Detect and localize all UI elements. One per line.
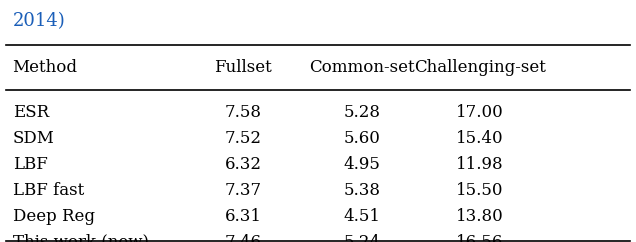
Text: 15.40: 15.40: [456, 130, 504, 147]
Text: 15.50: 15.50: [456, 182, 504, 199]
Text: Fullset: Fullset: [214, 59, 272, 76]
Text: LBF: LBF: [13, 156, 48, 173]
Text: ESR: ESR: [13, 104, 49, 121]
Text: 16.56: 16.56: [457, 234, 504, 242]
Text: 13.80: 13.80: [456, 208, 504, 225]
Text: LBF fast: LBF fast: [13, 182, 84, 199]
Text: 7.46: 7.46: [225, 234, 261, 242]
Text: 6.31: 6.31: [225, 208, 261, 225]
Text: Deep Reg: Deep Reg: [13, 208, 95, 225]
Text: Challenging-set: Challenging-set: [414, 59, 546, 76]
Text: 5.28: 5.28: [343, 104, 380, 121]
Text: 4.95: 4.95: [343, 156, 380, 173]
Text: 7.58: 7.58: [225, 104, 261, 121]
Text: 7.52: 7.52: [225, 130, 261, 147]
Text: 2014): 2014): [13, 12, 66, 30]
Text: 5.24: 5.24: [343, 234, 380, 242]
Text: This work (new): This work (new): [13, 234, 149, 242]
Text: 11.98: 11.98: [456, 156, 504, 173]
Text: 4.51: 4.51: [343, 208, 380, 225]
Text: 5.38: 5.38: [343, 182, 380, 199]
Text: Method: Method: [13, 59, 78, 76]
Text: SDM: SDM: [13, 130, 55, 147]
Text: 7.37: 7.37: [225, 182, 262, 199]
Text: 5.60: 5.60: [343, 130, 380, 147]
Text: 6.32: 6.32: [225, 156, 261, 173]
Text: 17.00: 17.00: [456, 104, 504, 121]
Text: Common-set: Common-set: [309, 59, 415, 76]
